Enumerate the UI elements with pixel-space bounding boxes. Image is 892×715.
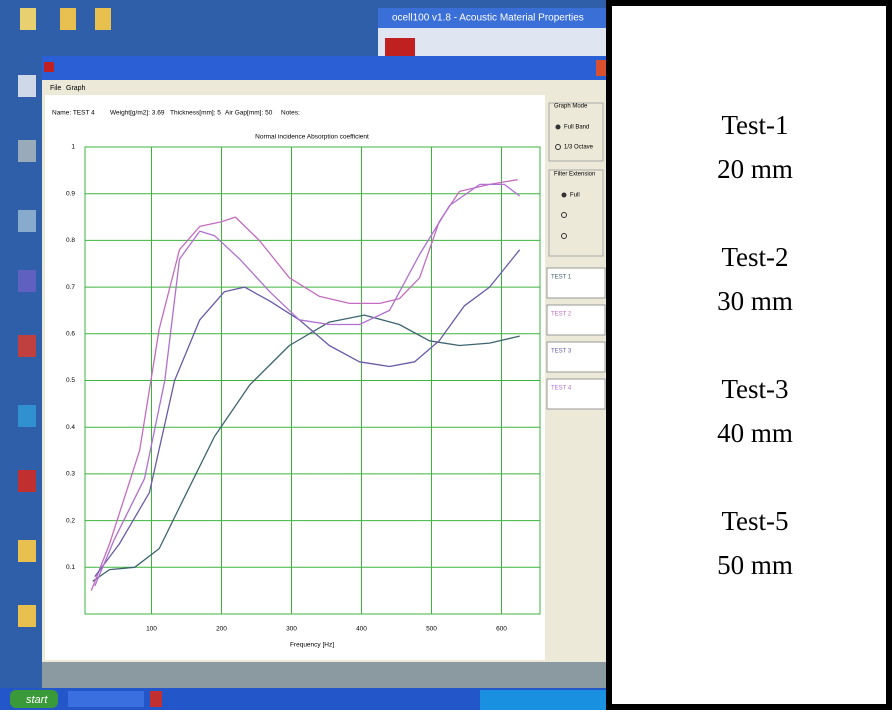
test-thickness: 40 mm [717,418,793,448]
test-name: Test-5 [721,506,788,536]
chart-title: Normal incidence Absorption coefficient [255,134,369,141]
test-name: Test-3 [721,374,788,404]
option-full[interactable]: Full [570,193,580,199]
x-tick-label: 500 [426,626,437,633]
series-line [92,314,520,582]
legend-box [546,341,606,373]
graph-mode-group [548,102,604,162]
x-tick-label: 100 [146,626,157,633]
info-notes: Notes: [281,110,300,117]
taskbar-task-2[interactable] [150,691,162,707]
series-line [94,183,521,587]
graph-mode-title: Graph Mode [554,104,588,110]
y-tick-label: 0.4 [66,424,75,431]
filter-title: Filter Extension [554,172,595,178]
main-titlebar [42,56,606,80]
test-name: Test-1 [721,110,788,140]
close-button[interactable] [596,60,606,76]
y-tick-label: 0.6 [66,331,75,338]
info-name: Name: TEST 4 [52,110,95,117]
radio-filter-3[interactable] [561,233,567,239]
test-thickness: 50 mm [717,550,793,580]
info-weight: Weight[g/m2]: 3.69 [110,110,165,117]
y-tick-label: 1 [71,144,75,151]
y-tick-label: 0.3 [66,471,75,478]
legend-box [546,304,606,336]
x-axis-label: Frequency [Hz] [290,642,334,649]
legend-box [546,378,606,410]
window-icon [44,62,54,72]
y-tick-label: 0.9 [66,190,75,197]
graph-panel [45,95,545,660]
x-tick-label: 300 [286,626,297,633]
side-labels: Test-1 20 mm Test-2 30 mm Test-3 40 mm Test-5 5… [717,110,793,580]
legend-label: TEST 1 [551,275,572,281]
side-panel [606,0,892,710]
y-tick-label: 0.1 [66,564,75,571]
menu-graph[interactable]: Graph [66,85,86,92]
start-label[interactable]: start [26,694,48,706]
test-thickness: 20 mm [717,154,793,184]
desktop-wallpaper [42,662,606,688]
option-octave[interactable]: 1/3 Octave [564,145,594,151]
desktop-icons [18,8,111,627]
y-tick-label: 0.7 [66,284,75,291]
x-tick-label: 400 [356,626,367,633]
info-thickness: Thickness[mm]: 5 [170,110,221,117]
x-tick-label: 200 [216,626,227,633]
filter-group [548,169,604,257]
background-window-title: ocell100 v1.8 - Acoustic Material Proper… [392,13,584,24]
radio-filter-2[interactable] [561,212,567,218]
legend-label: TEST 3 [551,349,572,355]
legend-label: TEST 2 [551,312,572,318]
radio-full[interactable] [561,192,567,198]
test-name: Test-2 [721,242,788,272]
y-tick-label: 0.8 [66,237,75,244]
app-logo [385,38,415,58]
legend-label: TEST 4 [551,386,572,392]
x-tick-label: 600 [496,626,507,633]
info-air-gap: Air Gap[mm]: 50 [225,110,273,117]
background-window-titlebar [378,8,606,28]
radio-octave[interactable] [555,144,561,150]
y-tick-label: 0.2 [66,517,75,524]
legend: TEST 1 TEST 2 TEST 3 TEST 4 [546,267,606,410]
radio-full-band[interactable] [555,124,561,130]
taskbar-task[interactable] [68,691,144,707]
test-thickness: 30 mm [717,286,793,316]
plot: Normal incidence Absorption coefficient 0… [66,134,541,649]
menu-file[interactable]: File [50,85,61,92]
y-tick-label: 0.5 [66,377,75,384]
start-button[interactable] [10,690,58,708]
legend-box [546,267,606,299]
option-full-band[interactable]: Full Band [564,125,589,131]
system-tray [480,690,606,710]
